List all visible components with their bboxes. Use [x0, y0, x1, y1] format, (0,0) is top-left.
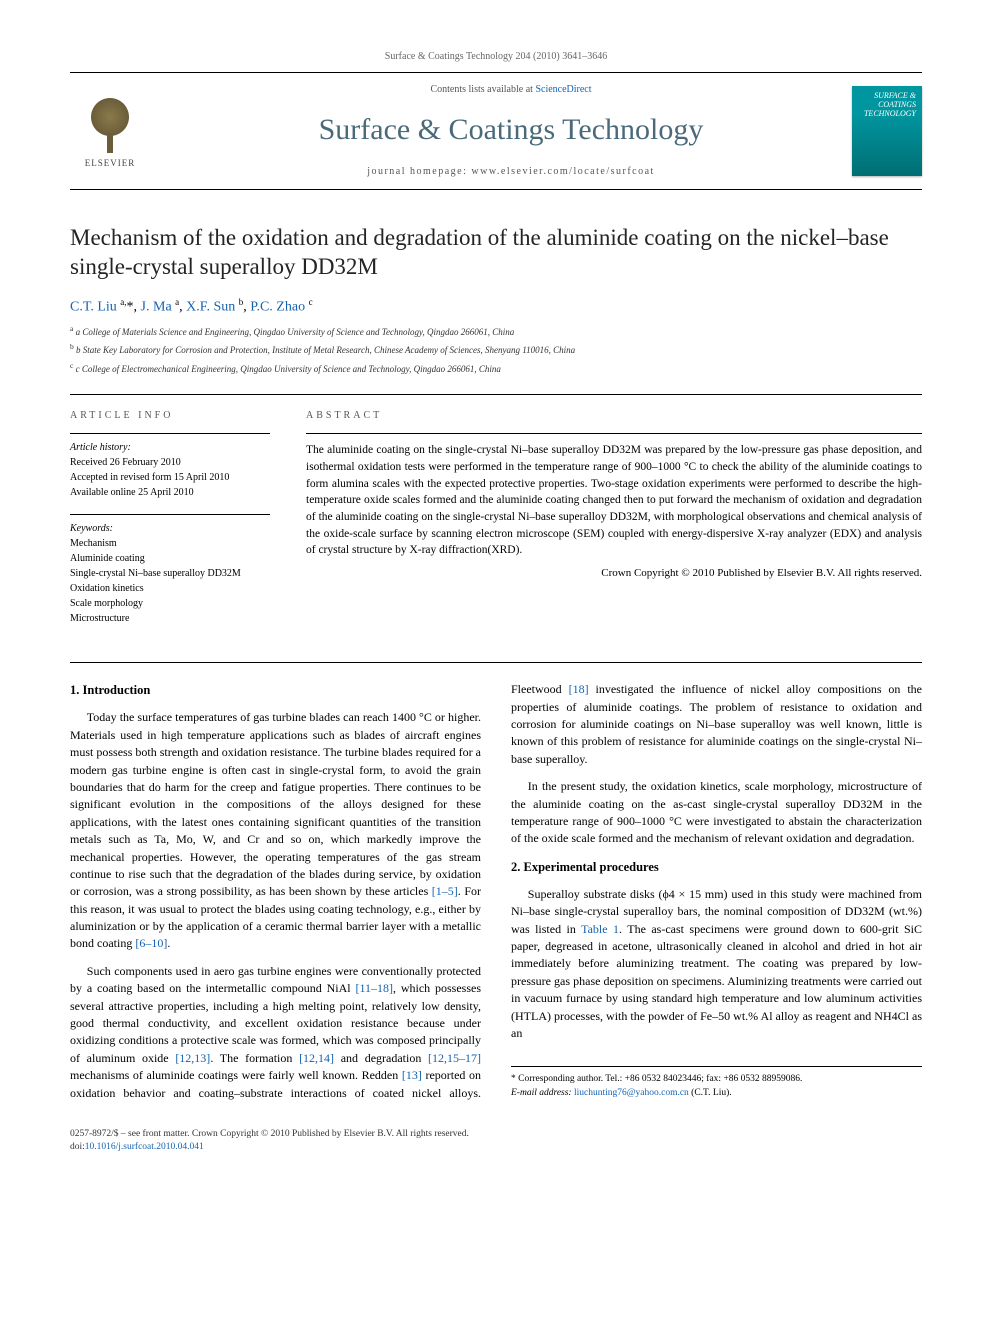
author-link[interactable]: X.F. Sun	[186, 299, 235, 314]
ref-link[interactable]: [13]	[402, 1068, 422, 1082]
ref-link[interactable]: [18]	[569, 682, 589, 696]
affiliation: b b State Key Laboratory for Corrosion a…	[70, 341, 922, 358]
article-history: Article history: Received 26 February 20…	[70, 433, 270, 500]
paragraph: In the present study, the oxidation kine…	[511, 778, 922, 848]
abstract-heading: ABSTRACT	[306, 409, 922, 423]
elsevier-tree-icon	[80, 93, 140, 153]
ref-link[interactable]: [11–18]	[355, 981, 393, 995]
elsevier-logo: ELSEVIER	[70, 86, 150, 176]
journal-homepage: journal homepage: www.elsevier.com/locat…	[170, 165, 852, 179]
keyword: Microstructure	[70, 611, 270, 626]
ref-link[interactable]: [6–10]	[135, 936, 167, 950]
journal-title: Surface & Coatings Technology	[170, 109, 852, 151]
history-item: Received 26 February 2010	[70, 455, 270, 470]
publisher-name: ELSEVIER	[85, 157, 136, 170]
running-head: Surface & Coatings Technology 204 (2010)…	[70, 50, 922, 64]
page-footer: 0257-8972/$ – see front matter. Crown Co…	[70, 1128, 922, 1155]
keyword: Scale morphology	[70, 596, 270, 611]
abstract-copyright: Crown Copyright © 2010 Published by Else…	[306, 565, 922, 582]
history-item: Accepted in revised form 15 April 2010	[70, 470, 270, 485]
author-link[interactable]: C.T. Liu	[70, 299, 117, 314]
ref-link[interactable]: [12,13]	[175, 1051, 210, 1065]
corr-line: * Corresponding author. Tel.: +86 0532 8…	[511, 1073, 922, 1086]
journal-cover-thumb: SURFACE & COATINGS TECHNOLOGY	[852, 86, 922, 176]
body-columns: 1. Introduction Today the surface temper…	[70, 681, 922, 1102]
body-rule	[70, 662, 922, 663]
article-title: Mechanism of the oxidation and degradati…	[70, 224, 922, 282]
table-ref-link[interactable]: Table 1	[581, 922, 619, 936]
keyword: Mechanism	[70, 536, 270, 551]
history-item: Available online 25 April 2010	[70, 485, 270, 500]
corr-email-line: E-mail address: liuchunting76@yahoo.com.…	[511, 1087, 922, 1100]
homepage-prefix: journal homepage:	[367, 166, 471, 177]
keyword: Aluminide coating	[70, 551, 270, 566]
homepage-url: www.elsevier.com/locate/surfcoat	[471, 166, 654, 177]
footer-copyright: 0257-8972/$ – see front matter. Crown Co…	[70, 1128, 922, 1141]
email-link[interactable]: liuchunting76@yahoo.com.cn	[574, 1088, 689, 1098]
section-heading: 1. Introduction	[70, 681, 481, 699]
author-link[interactable]: P.C. Zhao	[250, 299, 305, 314]
paragraph: Today the surface temperatures of gas tu…	[70, 709, 481, 952]
keyword: Oxidation kinetics	[70, 581, 270, 596]
keywords-block: Keywords: Mechanism Aluminide coating Si…	[70, 514, 270, 626]
section-heading: 2. Experimental procedures	[511, 858, 922, 876]
affiliation: c c College of Electromechanical Enginee…	[70, 360, 922, 377]
header-center: Contents lists available at ScienceDirec…	[170, 83, 852, 179]
ref-link[interactable]: [1–5]	[432, 884, 458, 898]
keywords-label: Keywords:	[70, 521, 270, 536]
author-link[interactable]: J. Ma	[141, 299, 172, 314]
author-list: C.T. Liu a,*, J. Ma a, X.F. Sun b, P.C. …	[70, 296, 922, 317]
contents-available: Contents lists available at ScienceDirec…	[170, 83, 852, 97]
ref-link[interactable]: [12,15–17]	[428, 1051, 481, 1065]
article-info-heading: ARTICLE INFO	[70, 409, 270, 423]
abstract-col: ABSTRACT The aluminide coating on the si…	[306, 409, 922, 640]
abstract-block: The aluminide coating on the single-crys…	[306, 433, 922, 581]
doi-link[interactable]: 10.1016/j.surfcoat.2010.04.041	[85, 1142, 204, 1152]
paragraph: Superalloy substrate disks (ϕ4 × 15 mm) …	[511, 886, 922, 1043]
footer-doi: doi:10.1016/j.surfcoat.2010.04.041	[70, 1141, 922, 1154]
affiliation: a a College of Materials Science and Eng…	[70, 323, 922, 340]
abstract-text: The aluminide coating on the single-crys…	[306, 442, 922, 559]
contents-prefix: Contents lists available at	[430, 84, 535, 95]
ref-link[interactable]: [12,14]	[299, 1051, 334, 1065]
page: Surface & Coatings Technology 204 (2010)…	[0, 0, 992, 1195]
corresponding-author: * Corresponding author. Tel.: +86 0532 8…	[511, 1066, 922, 1100]
keyword: Single-crystal Ni–base superalloy DD32M	[70, 566, 270, 581]
history-label: Article history:	[70, 440, 270, 455]
article-meta-row: ARTICLE INFO Article history: Received 2…	[70, 394, 922, 640]
article-info-col: ARTICLE INFO Article history: Received 2…	[70, 409, 270, 640]
sciencedirect-link[interactable]: ScienceDirect	[535, 84, 591, 95]
journal-header: ELSEVIER Contents lists available at Sci…	[70, 73, 922, 190]
